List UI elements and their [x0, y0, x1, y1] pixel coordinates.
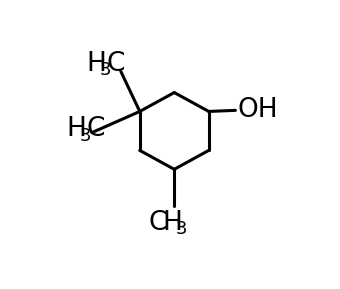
Text: C: C [86, 116, 105, 142]
Text: 3: 3 [80, 127, 91, 145]
Text: H: H [162, 210, 182, 236]
Text: C: C [106, 51, 125, 77]
Text: H: H [86, 51, 106, 77]
Text: 3: 3 [175, 221, 187, 238]
Text: C: C [149, 210, 167, 236]
Text: 3: 3 [100, 61, 111, 79]
Text: OH: OH [238, 97, 278, 123]
Text: H: H [66, 116, 86, 142]
